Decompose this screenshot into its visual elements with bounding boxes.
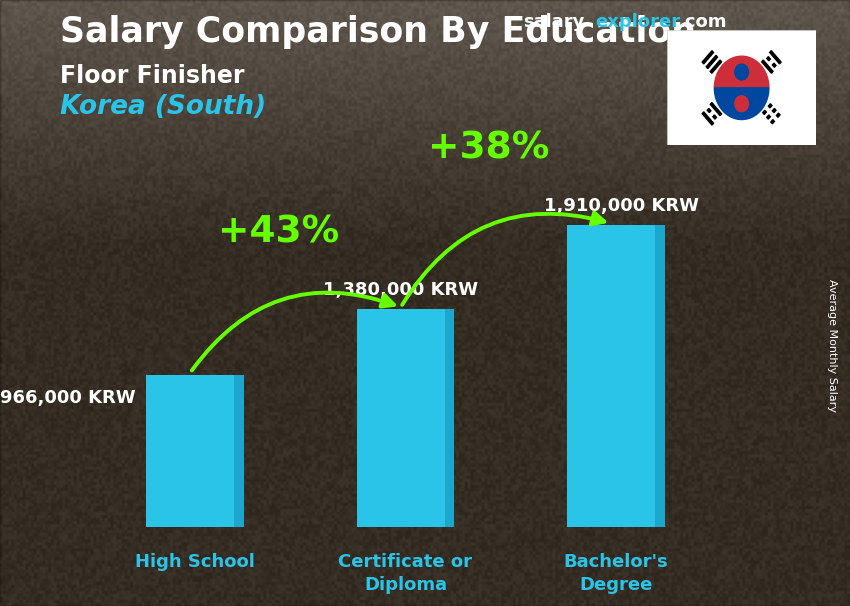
Bar [567, 225, 655, 527]
Polygon shape [655, 225, 665, 527]
Bar [706, 55, 717, 68]
Circle shape [734, 64, 749, 80]
Bar [356, 309, 445, 527]
Text: .com: .com [678, 13, 727, 32]
Text: Bachelor's
Degree: Bachelor's Degree [564, 553, 668, 594]
Text: High School: High School [135, 553, 255, 571]
Polygon shape [445, 309, 455, 527]
Bar [776, 113, 780, 118]
Bar [713, 115, 717, 119]
Text: salary: salary [523, 13, 584, 32]
Bar [762, 60, 773, 73]
Bar [146, 375, 235, 527]
Polygon shape [714, 56, 769, 88]
Text: 1,910,000 KRW: 1,910,000 KRW [544, 198, 700, 215]
Text: explorer: explorer [595, 13, 680, 32]
Bar [770, 51, 781, 64]
Text: 966,000 KRW: 966,000 KRW [0, 389, 135, 407]
Bar [711, 60, 722, 73]
Text: Average Monthly Salary: Average Monthly Salary [827, 279, 837, 412]
Text: 1,380,000 KRW: 1,380,000 KRW [323, 281, 479, 299]
Bar [771, 119, 774, 124]
Circle shape [734, 96, 749, 112]
Text: Korea (South): Korea (South) [60, 94, 265, 120]
Bar [768, 104, 772, 108]
Bar [762, 110, 767, 115]
Text: Floor Finisher: Floor Finisher [60, 64, 244, 88]
Text: +43%: +43% [218, 215, 339, 251]
Bar [773, 108, 776, 113]
Text: +38%: +38% [428, 131, 550, 167]
Bar [702, 112, 713, 125]
Bar [767, 56, 770, 61]
Bar [707, 108, 711, 113]
Bar [702, 51, 713, 64]
Text: Certificate or
Diploma: Certificate or Diploma [338, 553, 473, 594]
Bar [767, 115, 770, 119]
Bar [773, 63, 776, 67]
Polygon shape [235, 375, 244, 527]
Text: Salary Comparison By Education: Salary Comparison By Education [60, 15, 695, 49]
Bar [711, 102, 722, 116]
Polygon shape [714, 88, 769, 119]
